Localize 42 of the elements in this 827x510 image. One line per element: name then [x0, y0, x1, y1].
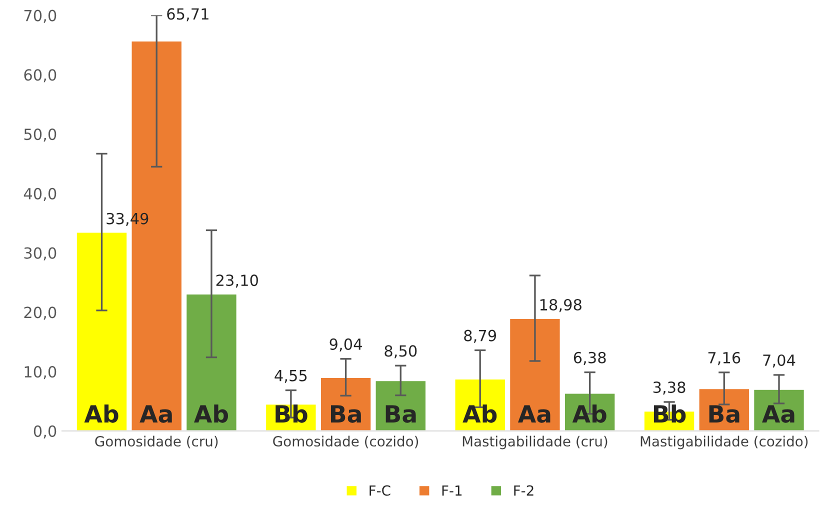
data-label: 7,04: [763, 354, 796, 368]
y-tick-label: 30,0: [24, 247, 56, 260]
legend-label: F-C: [370, 485, 390, 496]
y-tick-label: 0,0: [34, 425, 56, 439]
legend-label: F-1: [442, 485, 462, 496]
data-label: 8,50: [384, 345, 417, 358]
x-tick-label: Gomosidade (cozido): [273, 436, 418, 448]
annotation: Ab: [194, 404, 228, 423]
data-label: 18,98: [540, 298, 582, 312]
x-tick-label: Mastigabilidade (cozido): [640, 436, 808, 450]
data-label: 4,55: [274, 370, 307, 383]
bar: [508, 318, 562, 431]
annotation: Ba: [330, 405, 361, 423]
bar: [185, 293, 238, 431]
annotation: Ab: [84, 404, 118, 423]
y-tick-label: 10,0: [24, 366, 56, 380]
x-tick-label: Mastigabilidade (cru): [462, 436, 608, 450]
data-label: 9,04: [330, 338, 362, 352]
annotation: Aa: [762, 405, 794, 423]
y-tick-label: 50,0: [24, 128, 56, 142]
y-tick-label: 70,0: [24, 10, 56, 23]
annotation: Ab: [572, 404, 606, 423]
data-label: 23,10: [216, 274, 258, 288]
y-tick-label: 60,0: [24, 69, 56, 82]
bar: [374, 380, 427, 431]
x-tick-label: Gomosidade (cru): [95, 436, 218, 448]
data-label: 7,16: [708, 352, 740, 366]
annotation: Aa: [140, 405, 172, 423]
legend-label: F-2: [514, 485, 534, 496]
bar: [76, 231, 128, 431]
bar: [454, 378, 506, 431]
annotation: Ba: [386, 405, 416, 423]
y-tick-label: 20,0: [24, 306, 56, 320]
y-tick-label: 40,0: [24, 188, 56, 202]
data-label: 65,71: [167, 8, 208, 22]
bar: [320, 376, 372, 431]
data-label: 3,38: [653, 382, 686, 395]
annotation: Ba: [709, 405, 740, 423]
data-label: 6,38: [574, 352, 606, 365]
annotation: Aa: [518, 405, 550, 423]
data-label: 8,79: [464, 330, 496, 343]
annotation: Ab: [462, 404, 497, 423]
